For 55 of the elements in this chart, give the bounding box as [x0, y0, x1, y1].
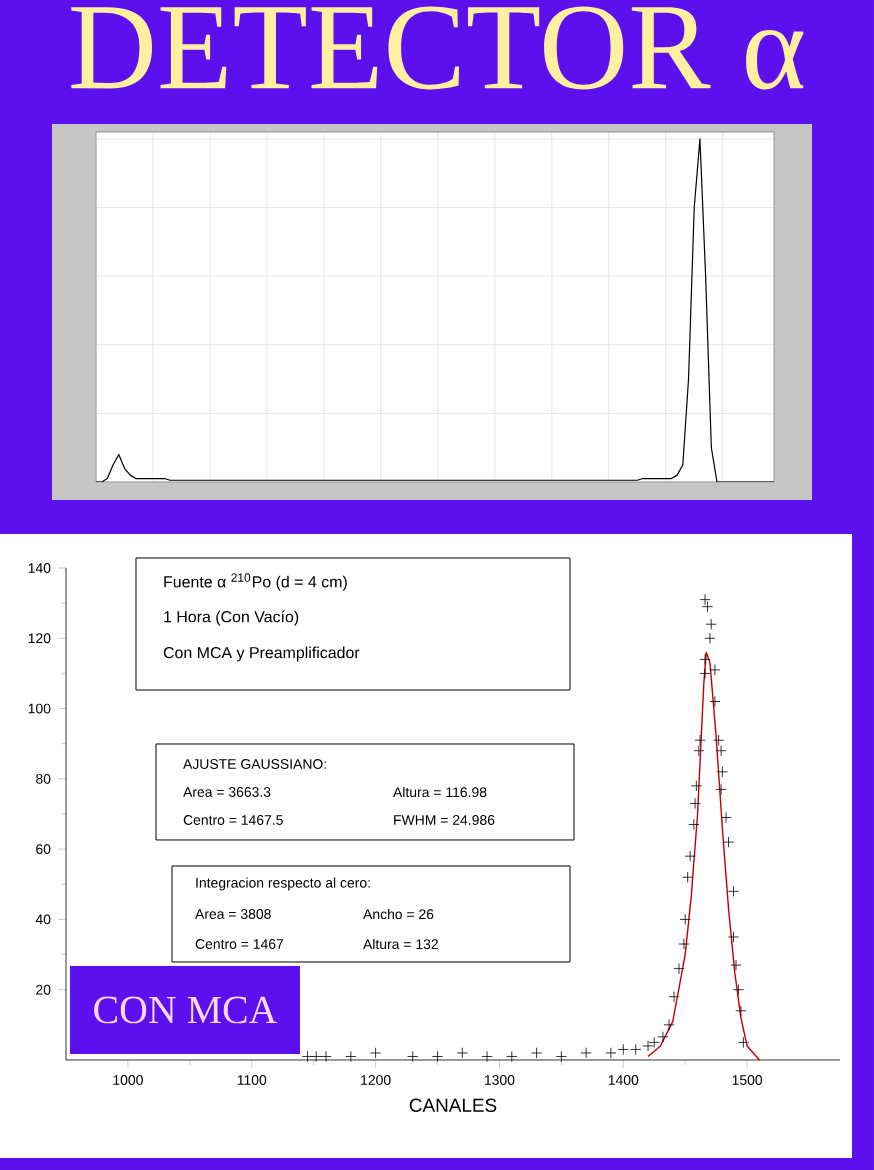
point — [679, 913, 691, 925]
point — [694, 734, 706, 746]
point — [663, 1019, 675, 1031]
point — [580, 1047, 592, 1059]
point — [689, 797, 701, 810]
point — [648, 1036, 660, 1048]
point — [709, 664, 721, 676]
point — [699, 667, 711, 679]
point — [699, 594, 711, 606]
point — [715, 783, 727, 795]
point — [673, 963, 685, 975]
point — [715, 745, 727, 757]
point — [690, 780, 702, 792]
point — [709, 695, 721, 708]
point — [705, 618, 717, 630]
point — [555, 1050, 567, 1063]
point — [701, 601, 714, 613]
point — [301, 1050, 314, 1063]
point — [732, 984, 745, 996]
point — [668, 991, 680, 1003]
point — [727, 931, 740, 943]
point — [531, 1047, 543, 1059]
point — [506, 1050, 518, 1063]
point — [713, 734, 725, 746]
point — [722, 836, 735, 848]
line-series — [647, 651, 761, 1061]
point — [682, 871, 694, 883]
point — [630, 1043, 642, 1056]
point — [431, 1050, 444, 1063]
point — [727, 885, 740, 897]
point — [320, 1050, 332, 1063]
point — [735, 1005, 747, 1017]
point — [693, 745, 705, 757]
point — [716, 766, 728, 778]
point — [481, 1050, 493, 1063]
point — [310, 1050, 322, 1063]
point — [642, 1040, 654, 1052]
point — [605, 1047, 617, 1059]
point — [456, 1047, 468, 1059]
point — [370, 1047, 382, 1059]
x-axis-title: CANALES — [409, 1098, 497, 1112]
point — [684, 850, 696, 862]
point — [657, 1031, 669, 1043]
point — [730, 959, 742, 971]
point — [678, 938, 690, 950]
point — [720, 811, 732, 824]
point — [699, 653, 711, 665]
point — [688, 818, 700, 831]
point — [704, 632, 716, 644]
point — [407, 1050, 419, 1063]
chart-title: DETECTOR α — [71, 6, 804, 90]
annotation: CON MCA — [94, 996, 278, 1024]
point — [737, 1036, 749, 1048]
point — [345, 1050, 357, 1063]
point — [617, 1043, 629, 1056]
